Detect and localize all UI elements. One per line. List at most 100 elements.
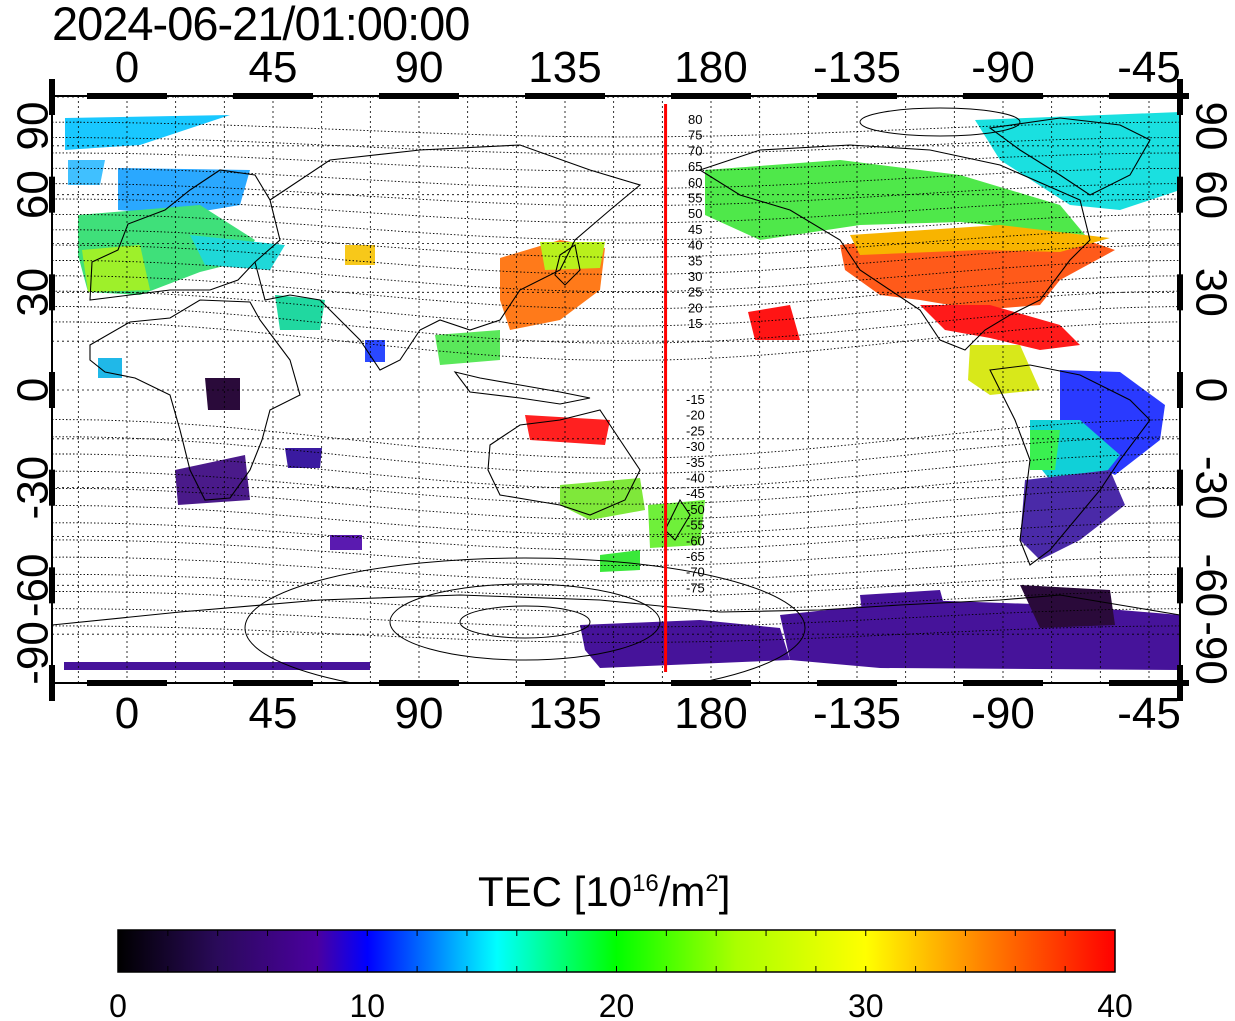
frame-tick-right xyxy=(1177,372,1183,408)
contour-line xyxy=(52,260,1180,293)
frame-tick-left xyxy=(49,665,55,701)
contour-line xyxy=(52,213,1180,241)
contour-label: 65 xyxy=(688,159,702,174)
tec-patch-southern-ocean xyxy=(330,535,362,550)
left-latitude-labels: 90 60 30 0 -30 -60-90 xyxy=(9,102,58,685)
contour-line xyxy=(52,436,1180,474)
contour-label: 60 xyxy=(688,175,702,190)
frame-tick-right xyxy=(1177,665,1183,701)
tec-patch-usa-north xyxy=(850,225,1110,255)
frame-tick-top xyxy=(525,93,605,99)
contour-line xyxy=(52,591,1180,613)
colorbar-tick-labels: 0 10 20 30 40 xyxy=(109,988,1133,1021)
tec-patch-antarctica-south xyxy=(64,662,370,670)
tec-patch-japan xyxy=(540,242,605,270)
frame-tick-top xyxy=(671,93,751,99)
frame-tick-left xyxy=(49,176,55,213)
bottom-lon-label: 135 xyxy=(528,689,601,738)
contour-line xyxy=(52,229,1180,258)
tec-patch-tasman xyxy=(600,550,640,572)
colorbar-title-unit: /m xyxy=(658,868,706,915)
bottom-longitude-labels: 0 45 90 135 180 -135 -90 -45 xyxy=(115,689,1181,738)
frame-tick-bottom xyxy=(671,680,751,686)
left-lat-label: 30 xyxy=(9,268,58,317)
contour-line xyxy=(52,137,1180,155)
frame-tick-bottom xyxy=(379,680,459,686)
contour-label: -15 xyxy=(686,392,705,407)
contour-label: 20 xyxy=(688,300,702,315)
tec-patch-india xyxy=(365,340,385,362)
contour-label: -55 xyxy=(686,518,705,533)
frame-tick-bottom xyxy=(1109,680,1189,686)
contour-line xyxy=(52,608,1180,628)
contour-label: -35 xyxy=(686,455,705,470)
frame-tick-bottom xyxy=(233,680,313,686)
contour-line xyxy=(52,183,1180,207)
left-lat-label: -60 xyxy=(9,554,58,618)
left-lat-label: -30 xyxy=(9,456,58,520)
colorbar-title-exp2: 2 xyxy=(705,870,719,897)
tec-patch-arabia xyxy=(275,295,325,330)
contour-label: 40 xyxy=(688,238,702,253)
left-lat-label: 90 xyxy=(9,102,58,151)
bottom-lon-label: -45 xyxy=(1117,689,1181,738)
contour-label: 30 xyxy=(688,269,702,284)
contour-label: 80 xyxy=(688,112,702,127)
top-lon-label: -135 xyxy=(813,43,901,92)
colorbar-tick-label: 30 xyxy=(848,988,884,1021)
tec-patch-south-america-south xyxy=(1020,470,1125,560)
contour-line xyxy=(52,167,1180,189)
tec-patch-mexico xyxy=(920,305,1080,350)
tec-patch-antarctica-peninsula xyxy=(1020,585,1115,628)
frame-tick-right xyxy=(1177,79,1183,115)
coastline-new-zealand xyxy=(664,498,691,541)
bottom-lon-label: 180 xyxy=(674,689,747,738)
contour-label: 45 xyxy=(688,222,702,237)
frame-tick-bottom xyxy=(817,680,897,686)
contour-line xyxy=(52,121,1180,138)
contour-label: 70 xyxy=(688,143,702,158)
contour-label: 75 xyxy=(688,128,702,143)
top-lon-label: -90 xyxy=(971,43,1035,92)
coastlines xyxy=(52,117,1180,626)
contour-label: -25 xyxy=(686,423,705,438)
coastline-europe xyxy=(89,169,281,301)
colorbar-tick-label: 10 xyxy=(349,988,385,1021)
tec-patch-west-africa xyxy=(98,358,122,378)
magnetic-pole-contours xyxy=(244,107,1021,683)
right-lat-label: 90 xyxy=(1186,102,1235,151)
left-lat-label: -90 xyxy=(9,621,58,685)
tec-patch-greenland xyxy=(975,112,1180,210)
coastline-africa xyxy=(89,299,301,501)
frame-tick-top xyxy=(817,93,897,99)
contour-line xyxy=(52,573,1180,597)
bottom-lon-label: 0 xyxy=(115,689,139,738)
contour-line xyxy=(52,306,1180,344)
tec-patch-europe-west xyxy=(82,245,150,292)
contour-line xyxy=(52,275,1180,310)
contour-line xyxy=(52,419,1180,459)
tec-patch-iceland xyxy=(68,160,105,185)
top-lon-label: 0 xyxy=(115,43,139,92)
top-lon-label: 45 xyxy=(249,43,298,92)
contour-label: -60 xyxy=(686,533,705,548)
bottom-lon-label: 45 xyxy=(249,689,298,738)
contour-label: -65 xyxy=(686,549,705,564)
pole-contour-outer xyxy=(244,557,806,683)
frame-tick-left xyxy=(49,567,55,604)
coastline-greenland xyxy=(988,117,1151,196)
frame-tick-top xyxy=(1109,93,1189,99)
tec-patch-antarctica-east xyxy=(580,620,790,668)
contour-label: 55 xyxy=(688,191,702,206)
top-lon-label: 135 xyxy=(528,43,601,92)
colorbar-title-close: ] xyxy=(718,868,731,915)
right-lat-label: -30 xyxy=(1186,456,1235,520)
frame-tick-top xyxy=(963,93,1043,99)
colorbar-tick-label: 20 xyxy=(599,988,635,1021)
frame-tick-right xyxy=(1177,176,1183,213)
right-lat-label: 30 xyxy=(1186,268,1235,317)
coastline-australia xyxy=(487,409,641,516)
frame-tick-top xyxy=(379,93,459,99)
frame-tick-right xyxy=(1177,567,1183,604)
